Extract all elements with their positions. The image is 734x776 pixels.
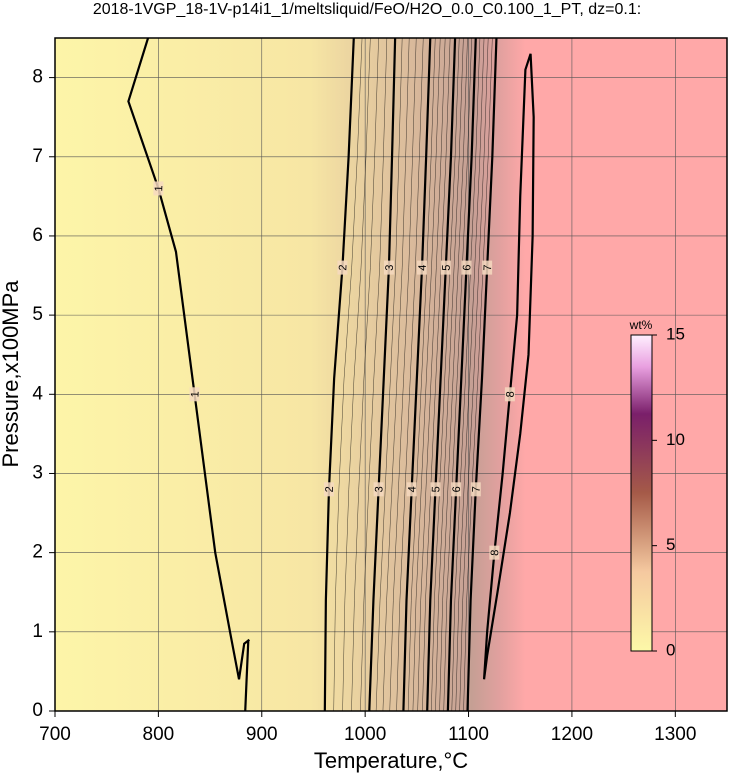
contour-label: 2 — [324, 486, 336, 493]
contour-label: 7 — [482, 264, 494, 271]
minor-contour — [459, 38, 489, 711]
colorbar-tick-label: 15 — [666, 324, 685, 343]
contour-label-bg — [482, 260, 493, 275]
minor-contour — [360, 38, 388, 711]
minor-contour — [455, 38, 485, 711]
y-tick-label: 2 — [32, 542, 43, 563]
y-tick-label: 8 — [32, 67, 43, 88]
contour-label-bg — [489, 545, 500, 560]
contour-label: 4 — [406, 486, 418, 493]
colorbar-label: wt% — [629, 318, 653, 332]
x-tick-label: 1300 — [654, 724, 696, 745]
contour-label-bg — [417, 260, 428, 275]
minor-contour — [396, 38, 424, 711]
contour-line — [402, 38, 432, 711]
x-tick-label: 1200 — [551, 724, 593, 745]
y-tick-label: 5 — [32, 304, 43, 325]
contour-label-bg — [430, 482, 441, 497]
contour-label: 6 — [451, 486, 463, 493]
contour-line — [466, 38, 498, 711]
contour-label: 7 — [471, 486, 483, 493]
minor-contour — [451, 38, 481, 711]
contour-label: 3 — [373, 486, 385, 493]
field — [55, 38, 727, 711]
chart-title: 2018-1VGP_18-1V-p14i1_1/meltsliquid/FeO/… — [93, 1, 641, 18]
minor-contour — [422, 38, 451, 711]
contour-label: 1 — [153, 185, 165, 192]
minor-contour — [439, 38, 468, 711]
contour-label-bg — [440, 260, 451, 275]
contour-label: 1 — [189, 391, 201, 398]
contour-label-bg — [383, 260, 394, 275]
y-tick-label: 6 — [32, 225, 43, 246]
x-tick-label: 800 — [143, 724, 175, 745]
contour-line — [426, 38, 457, 711]
y-tick-label: 7 — [32, 146, 43, 167]
contour-label-bg — [337, 260, 348, 275]
minor-contour — [342, 38, 371, 711]
minor-contour — [375, 38, 403, 711]
colorbar-tick-label: 10 — [666, 430, 685, 449]
contour-line — [482, 53, 535, 680]
contour-label: 8 — [505, 391, 517, 398]
minor-contour — [351, 38, 379, 711]
x-tick-label: 1000 — [344, 724, 386, 745]
contour-label: 2 — [337, 264, 349, 271]
contour-label-bg — [373, 482, 384, 497]
minor-contour — [407, 38, 436, 711]
minor-contour — [389, 38, 417, 711]
colorbar-tick-label: 0 — [666, 640, 675, 659]
contour-label: 5 — [430, 486, 442, 493]
contour-label: 4 — [417, 264, 429, 271]
contour-line — [446, 38, 477, 711]
minor-contour — [412, 38, 441, 711]
x-axis-label: Temperature,°C — [314, 748, 468, 773]
x-tick-label: 1100 — [448, 724, 489, 745]
contour-label-bg — [470, 482, 481, 497]
minor-contour — [382, 38, 410, 711]
y-axis-label: Pressure,x100MPa — [0, 280, 23, 468]
x-tick-label: 700 — [39, 724, 71, 745]
contour-line — [127, 38, 251, 711]
minor-contour — [435, 38, 464, 711]
minor-contour — [333, 38, 363, 711]
contour-label: 5 — [441, 264, 453, 271]
contour-label: 8 — [489, 549, 501, 556]
contour-label-bg — [406, 482, 417, 497]
contour-label-bg — [504, 387, 515, 402]
colorbar-tick-label: 5 — [666, 535, 675, 554]
contour-label-bg — [153, 181, 164, 196]
minor-contour — [417, 38, 446, 711]
minor-contour — [443, 38, 472, 711]
contour-line — [368, 38, 397, 711]
y-tick-label: 3 — [32, 462, 43, 483]
plot-area: 1 1 2 2 3 3 4 4 5 5 6 6 7 7 8 8 — [55, 38, 727, 711]
contour-label-bg — [461, 260, 472, 275]
contour-label: 6 — [461, 264, 473, 271]
frame — [54, 37, 728, 712]
contour-label-bg — [451, 482, 462, 497]
y-tick-label: 0 — [32, 700, 43, 721]
contour-label-bg — [189, 387, 200, 402]
minor-contour — [431, 38, 460, 711]
contour-label-bg — [323, 482, 334, 497]
minor-contour — [463, 38, 493, 711]
contour-line — [323, 38, 355, 711]
y-tick-label: 4 — [32, 383, 43, 404]
x-tick-label: 900 — [246, 724, 278, 745]
colorbar — [630, 334, 653, 652]
y-tick-label: 1 — [32, 621, 43, 642]
contour-label: 3 — [384, 264, 396, 271]
